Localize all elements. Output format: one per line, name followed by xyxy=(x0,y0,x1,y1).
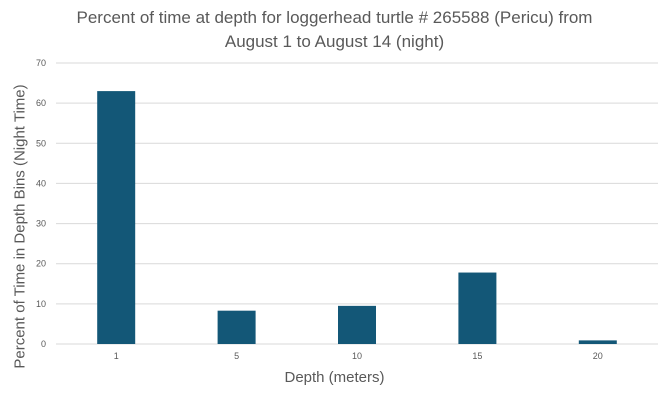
y-tick-label: 30 xyxy=(36,219,46,229)
x-tick-label: 10 xyxy=(352,351,362,361)
chart-title-line-2: August 1 to August 14 (night) xyxy=(224,32,445,51)
chart-title-line-1: Percent of time at depth for loggerhead … xyxy=(76,8,593,27)
x-tick-label: 5 xyxy=(234,351,239,361)
x-tick-label: 1 xyxy=(114,351,119,361)
y-tick-label: 10 xyxy=(36,299,46,309)
x-axis-label: Depth (meters) xyxy=(284,369,385,386)
y-tick-label: 70 xyxy=(36,58,46,68)
y-tick-label: 50 xyxy=(36,138,46,148)
bar-10 xyxy=(338,305,376,344)
bar-15 xyxy=(458,272,497,344)
x-tick-label: 20 xyxy=(593,351,603,361)
bar-20 xyxy=(578,340,617,344)
y-tick-label: 40 xyxy=(36,178,46,188)
y-tick-label: 60 xyxy=(36,98,46,108)
bar-5 xyxy=(217,310,256,344)
x-tick-label: 15 xyxy=(472,351,482,361)
y-tick-label: 0 xyxy=(41,339,46,349)
y-tick-label: 20 xyxy=(36,259,46,269)
bar-1 xyxy=(97,91,136,344)
y-axis-label: Percent of Time in Depth Bins (Night Tim… xyxy=(11,84,29,369)
